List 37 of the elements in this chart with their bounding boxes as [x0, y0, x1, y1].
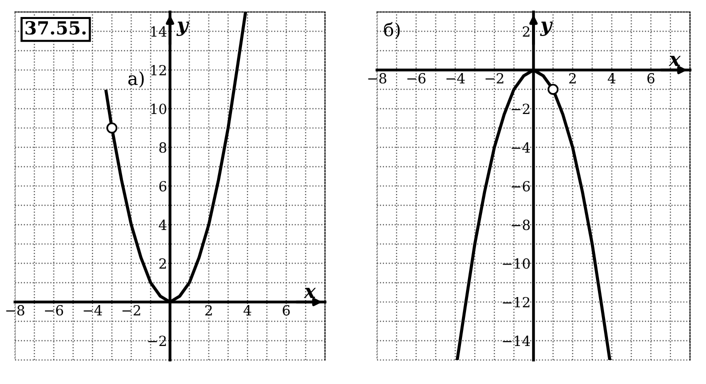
y-tick-label: 2 [522, 26, 530, 37]
x-tick-label: −8 [368, 73, 386, 84]
y-tick-label: −8 [512, 220, 530, 230]
y-tick-label: −14 [502, 336, 530, 346]
y-tick-label: −12 [502, 296, 530, 308]
y-tick-label: 12 [151, 64, 166, 76]
y-axis-title: y [540, 22, 553, 36]
x-tick-label: 6 [647, 73, 654, 84]
x-axis-title: x [668, 56, 681, 66]
x-axis-title: x [304, 288, 316, 298]
text: а) [128, 71, 144, 88]
y-tick-label: 4 [158, 220, 167, 230]
y-tick-label: 2 [159, 258, 166, 269]
y-tick-label: 14 [151, 26, 167, 37]
y-tick-label: 8 [159, 142, 166, 153]
annotation: 37.55. [26, 21, 86, 35]
x-tick-label: −4 [446, 73, 465, 84]
x-tick-label: −4 [84, 305, 102, 316]
x-tick-label: −6 [407, 73, 426, 84]
y-tick-label: −4 [512, 142, 530, 153]
y-tick-label: 10 [151, 104, 166, 114]
x-tick-label: −2 [122, 305, 140, 316]
y-tick-label: 6 [159, 180, 166, 192]
x-tick-label: −6 [44, 305, 64, 316]
y-tick-label: −2 [148, 336, 166, 346]
x-tick-label: 2 [569, 73, 576, 84]
x-tick-label: 4 [608, 73, 616, 84]
x-tick-label: 4 [244, 305, 252, 316]
x-tick-label: 2 [205, 305, 212, 316]
x-tick-label: −2 [486, 73, 504, 84]
y-tick-label: −6 [512, 180, 530, 192]
y-tick-label: −10 [502, 258, 530, 269]
x-tick-label: −8 [6, 305, 24, 316]
y-tick-label: −2 [512, 104, 530, 114]
x-tick-label: 6 [282, 305, 290, 316]
y-axis-title: y [176, 22, 190, 36]
text: б) [384, 22, 400, 39]
